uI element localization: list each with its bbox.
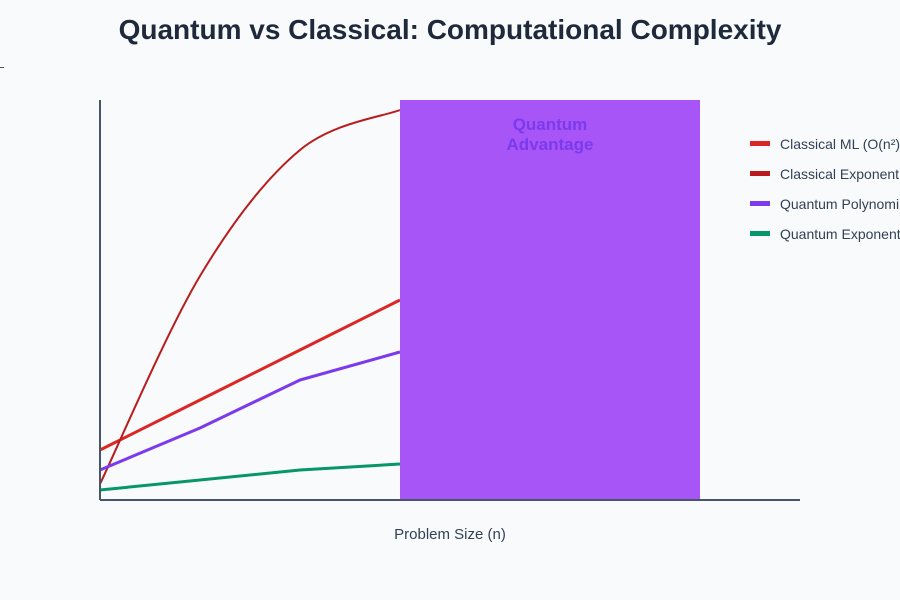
legend-swatch-2 xyxy=(750,201,770,206)
series-line-2 xyxy=(99,350,401,472)
legend-label-3: Quantum Exponent xyxy=(780,226,900,242)
x-axis-label: Problem Size (n) xyxy=(394,526,506,543)
stray-tick-mark xyxy=(0,67,4,68)
legend-label-1: Classical Exponent xyxy=(780,166,899,182)
legend-label-2: Quantum Polynomi xyxy=(780,196,899,212)
legend-label-0: Classical ML (O(n²)) xyxy=(780,136,900,152)
chart-title: Quantum vs Classical: Computational Comp… xyxy=(118,14,782,45)
legend: Classical ML (O(n²)) Classical Exponent Qu… xyxy=(750,136,900,242)
legend-swatch-1 xyxy=(750,171,770,176)
legend-swatch-3 xyxy=(750,231,770,236)
region-label-line1: Quantum xyxy=(513,115,588,134)
series-line-0 xyxy=(99,298,401,452)
series-line-3 xyxy=(99,462,401,492)
quantum-advantage-region xyxy=(400,100,700,500)
series-layer xyxy=(99,109,401,492)
legend-swatch-0 xyxy=(750,141,770,146)
series-line-1 xyxy=(99,109,401,485)
region-label-line2: Advantage xyxy=(507,135,594,154)
